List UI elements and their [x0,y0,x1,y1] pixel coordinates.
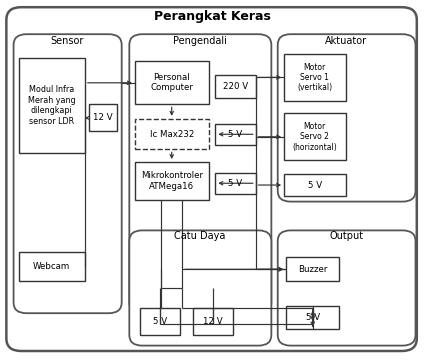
Text: Sensor: Sensor [51,36,84,46]
Text: Output: Output [329,231,363,241]
Text: 220 V: 220 V [223,82,248,91]
Text: Buzzer: Buzzer [298,265,327,274]
Bar [19,252,85,281]
FancyBboxPatch shape [129,230,271,346]
Text: 5 V: 5 V [308,181,322,189]
Text: Ic Max232: Ic Max232 [150,130,194,139]
Text: Pengendali: Pengendali [173,36,227,46]
Text: Motor
Servo 1
(vertikal): Motor Servo 1 (vertikal) [297,63,332,92]
Bar [193,308,233,335]
Bar [284,113,346,160]
Text: Aktuator: Aktuator [325,36,368,46]
FancyBboxPatch shape [129,34,271,313]
FancyBboxPatch shape [6,7,417,351]
Text: Modul Infra
Merah yang
dilengkapi
sensor LDR: Modul Infra Merah yang dilengkapi sensor… [28,85,75,126]
FancyBboxPatch shape [278,230,416,346]
Text: Personal
Computer: Personal Computer [150,73,193,93]
Bar [286,306,339,329]
Bar [140,308,180,335]
Text: 5 V: 5 V [306,313,320,322]
Text: 12 V: 12 V [203,317,223,326]
Text: Catu Daya: Catu Daya [174,231,226,241]
Bar [215,75,256,98]
Bar [284,174,346,196]
Bar [135,119,209,149]
Bar [89,104,117,131]
Text: Webcam: Webcam [33,262,70,271]
Text: Mikrokontroler
ATMega16: Mikrokontroler ATMega16 [141,171,203,190]
Bar [135,61,209,104]
Bar [215,173,256,194]
FancyBboxPatch shape [14,34,122,313]
Text: Perangkat Keras: Perangkat Keras [153,10,271,23]
Bar [284,54,346,101]
Text: 5 V: 5 V [229,130,243,139]
Bar [215,124,256,145]
Text: 5 V: 5 V [153,317,167,326]
Bar [19,58,85,153]
Bar [286,257,339,281]
Bar [135,162,209,200]
FancyBboxPatch shape [278,34,416,202]
Text: 5 V: 5 V [229,179,243,188]
Text: Motor
Servo 2
(horizontal): Motor Servo 2 (horizontal) [293,122,337,152]
Text: 12 V: 12 V [93,113,113,122]
